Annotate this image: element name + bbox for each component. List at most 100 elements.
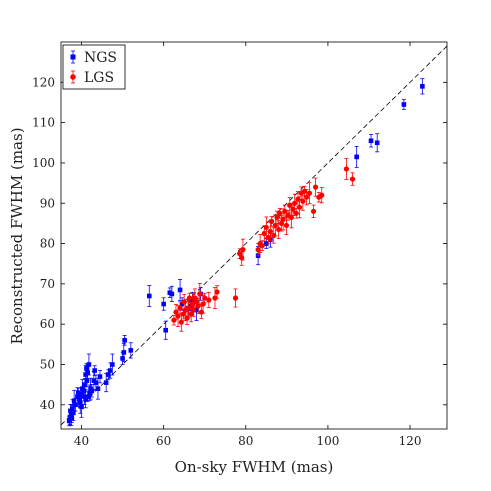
marker-ngs	[95, 386, 101, 391]
marker-ngs	[103, 380, 109, 385]
series-ngs	[66, 78, 425, 427]
point-ngs	[177, 279, 183, 301]
marker-ngs	[86, 362, 92, 367]
point-ngs	[368, 134, 374, 148]
marker-lgs	[280, 216, 286, 222]
point-lgs	[303, 189, 310, 206]
marker-ngs	[128, 348, 134, 353]
x-tick-label: 120	[399, 434, 422, 448]
legend-marker-lgs	[70, 74, 76, 80]
marker-lgs	[306, 190, 313, 196]
marker-lgs	[173, 309, 179, 315]
point-ngs	[122, 335, 127, 346]
marker-ngs	[77, 396, 82, 402]
marker-ngs	[177, 287, 183, 293]
point-lgs	[310, 204, 317, 218]
y-axis-label: Reconstructed FWHM (mas)	[8, 127, 26, 344]
marker-ngs	[110, 362, 115, 367]
point-lgs	[240, 238, 246, 261]
marker-ngs	[179, 301, 185, 307]
marker-lgs	[310, 208, 317, 214]
marker-lgs	[237, 251, 243, 257]
point-ngs	[84, 373, 90, 388]
marker-ngs	[92, 368, 97, 373]
marker-lgs	[263, 224, 269, 231]
marker-ngs	[420, 84, 425, 89]
marker-ngs	[368, 138, 374, 144]
point-ngs	[374, 133, 380, 153]
marker-lgs	[175, 313, 181, 319]
point-lgs	[263, 216, 269, 239]
marker-lgs	[282, 208, 288, 214]
series-layer	[66, 78, 425, 427]
marker-ngs	[70, 406, 75, 412]
point-ngs	[79, 395, 84, 418]
y-tick-label: 120	[32, 75, 55, 89]
y-tick-label: 100	[32, 156, 55, 170]
point-lgs	[306, 182, 313, 205]
point-lgs	[232, 288, 239, 308]
marker-lgs	[343, 166, 349, 172]
marker-lgs	[319, 192, 325, 198]
legend-label-lgs: LGS	[84, 70, 114, 86]
marker-lgs	[180, 311, 186, 317]
point-lgs	[282, 204, 288, 218]
marker-lgs	[300, 198, 306, 204]
marker-lgs	[202, 295, 208, 301]
marker-ngs	[146, 293, 152, 299]
marker-lgs	[296, 204, 303, 210]
marker-lgs	[274, 214, 280, 220]
marker-ngs	[105, 372, 111, 377]
marker-ngs	[79, 392, 84, 398]
marker-ngs	[374, 140, 380, 146]
marker-ngs	[82, 382, 88, 387]
y-tick-label: 80	[40, 237, 55, 251]
point-ngs	[354, 146, 359, 168]
y-tick-label: 60	[40, 317, 55, 331]
point-ngs	[121, 342, 127, 362]
marker-lgs	[261, 230, 267, 237]
legend-entry-ngs: NGS	[70, 50, 117, 66]
marker-lgs	[303, 194, 310, 200]
x-tick-label: 60	[156, 434, 171, 448]
plot-area	[61, 42, 447, 429]
point-lgs	[349, 172, 356, 186]
y-tick-label: 70	[40, 277, 55, 291]
marker-ngs	[163, 327, 169, 333]
point-ngs	[86, 353, 92, 376]
marker-ngs	[75, 390, 81, 396]
x-tick-label: 80	[238, 434, 253, 448]
marker-lgs	[272, 222, 278, 229]
y-tick-label: 90	[40, 196, 55, 210]
series-lgs	[171, 158, 356, 332]
point-ngs	[97, 369, 103, 384]
point-lgs	[293, 208, 299, 219]
point-lgs	[191, 303, 197, 317]
marker-lgs	[186, 295, 193, 301]
marker-ngs	[78, 400, 83, 406]
plot-frame	[60, 41, 448, 430]
point-ngs	[163, 320, 169, 340]
marker-ngs	[71, 398, 77, 404]
marker-lgs	[293, 210, 299, 216]
marker-ngs	[93, 380, 99, 385]
marker-ngs	[354, 154, 359, 160]
marker-lgs	[259, 242, 265, 249]
point-ngs	[420, 78, 425, 95]
marker-ngs	[69, 415, 74, 421]
marker-ngs	[84, 378, 90, 383]
legend-entry-lgs: LGS	[70, 70, 114, 86]
marker-lgs	[178, 319, 184, 325]
x-tick-label: 40	[74, 434, 89, 448]
marker-lgs	[288, 214, 294, 220]
legend-label-ngs: NGS	[84, 50, 117, 66]
marker-ngs	[121, 350, 127, 355]
y-tick-label: 110	[32, 116, 55, 130]
point-lgs	[214, 285, 220, 299]
y-tick-label: 40	[40, 398, 55, 412]
marker-lgs	[267, 228, 274, 235]
marker-lgs	[269, 218, 275, 224]
marker-lgs	[184, 315, 190, 321]
point-ngs	[161, 297, 166, 311]
